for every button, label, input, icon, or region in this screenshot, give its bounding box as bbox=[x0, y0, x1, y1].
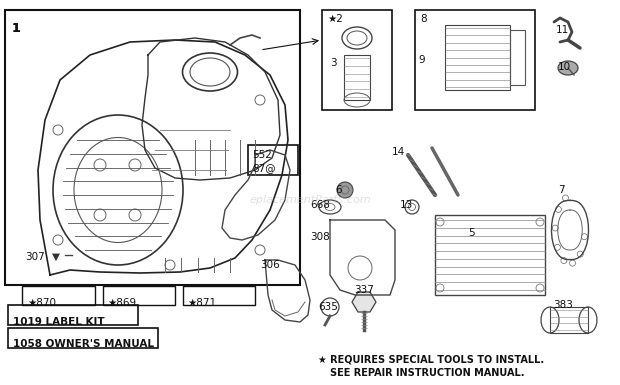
Text: ▼: ▼ bbox=[52, 252, 60, 262]
Text: ★871: ★871 bbox=[187, 298, 216, 308]
Text: 6: 6 bbox=[335, 185, 342, 195]
Bar bbox=[22, 286, 95, 305]
Bar bbox=[550, 307, 588, 333]
Text: 1019 LABEL KIT: 1019 LABEL KIT bbox=[13, 317, 105, 327]
Text: 1: 1 bbox=[12, 22, 20, 35]
Text: 8: 8 bbox=[420, 14, 427, 24]
Text: 383: 383 bbox=[553, 300, 573, 310]
Ellipse shape bbox=[558, 61, 578, 75]
Text: eplacementParts.com: eplacementParts.com bbox=[249, 195, 371, 205]
Text: 306: 306 bbox=[260, 260, 280, 270]
Text: 552: 552 bbox=[252, 150, 272, 160]
Text: 635: 635 bbox=[318, 302, 338, 312]
Bar bbox=[344, 55, 370, 100]
Text: 308: 308 bbox=[310, 232, 330, 242]
Text: ★869: ★869 bbox=[107, 298, 136, 308]
Text: 14: 14 bbox=[392, 147, 405, 157]
Text: SEE REPAIR INSTRUCTION MANUAL.: SEE REPAIR INSTRUCTION MANUAL. bbox=[330, 368, 525, 378]
Bar bbox=[8, 328, 158, 348]
Text: 11: 11 bbox=[556, 25, 569, 35]
Bar bbox=[8, 305, 138, 325]
Bar bbox=[415, 10, 535, 110]
Polygon shape bbox=[352, 292, 376, 312]
Text: ★2: ★2 bbox=[327, 14, 343, 24]
Text: 10: 10 bbox=[558, 62, 571, 72]
Text: 87@: 87@ bbox=[252, 163, 276, 173]
Text: 9: 9 bbox=[418, 55, 425, 65]
Text: 1: 1 bbox=[12, 22, 20, 35]
Text: 1058 OWNER'S MANUAL: 1058 OWNER'S MANUAL bbox=[13, 339, 154, 349]
Text: 5: 5 bbox=[468, 228, 475, 238]
Text: 307: 307 bbox=[25, 252, 45, 262]
Bar bbox=[5, 10, 300, 285]
Text: ★870: ★870 bbox=[27, 298, 56, 308]
Text: 337: 337 bbox=[354, 285, 374, 295]
Bar bbox=[322, 10, 392, 110]
Text: 13: 13 bbox=[400, 200, 414, 210]
Text: 3: 3 bbox=[330, 58, 337, 68]
Bar bbox=[510, 30, 525, 85]
Bar bbox=[183, 286, 255, 305]
Bar bbox=[435, 215, 545, 295]
Bar bbox=[248, 145, 298, 175]
Text: ★ REQUIRES SPECIAL TOOLS TO INSTALL.: ★ REQUIRES SPECIAL TOOLS TO INSTALL. bbox=[318, 355, 544, 365]
Text: 7: 7 bbox=[558, 185, 565, 195]
Text: 668: 668 bbox=[310, 200, 330, 210]
Bar bbox=[103, 286, 175, 305]
Bar bbox=[445, 25, 510, 90]
Circle shape bbox=[337, 182, 353, 198]
